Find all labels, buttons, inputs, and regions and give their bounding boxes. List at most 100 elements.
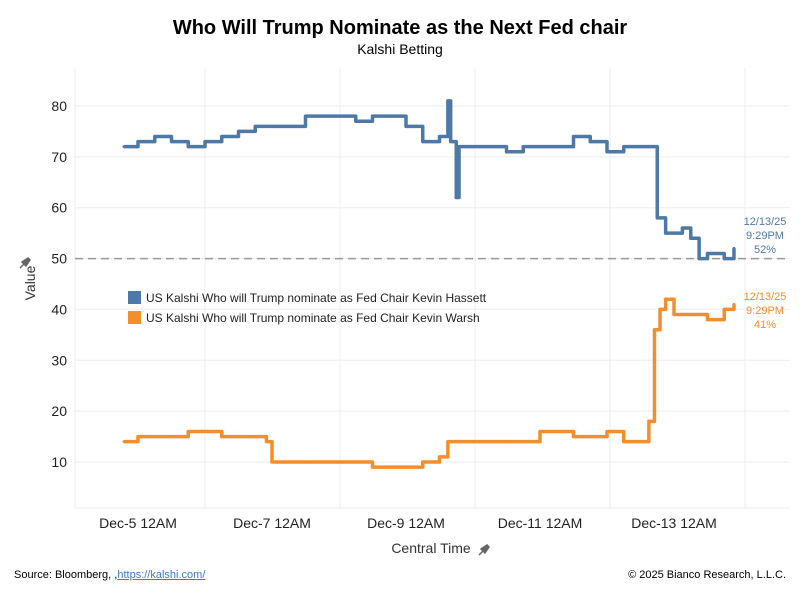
data-point [605,150,609,154]
data-point [438,135,441,139]
data-point [505,150,508,154]
data-point [622,145,626,149]
legend-swatch [128,291,141,304]
y-tick-label: 60 [51,200,67,216]
x-tick-label: Dec-5 12AM [99,515,177,531]
end-label-value: 52% [754,244,776,256]
data-point [572,135,575,139]
series-line-hassett [124,99,736,261]
data-point [122,440,126,444]
data-point [658,307,662,311]
data-point [457,145,461,149]
chart-subtitle: Kalshi Betting [357,41,443,57]
data-point [438,455,441,459]
data-point [387,114,391,118]
data-point [488,145,492,149]
data-point [237,129,240,133]
data-point [605,429,609,433]
source-note: Source: Bloomberg, ,https://kalshi.com/ [14,569,205,581]
data-point [404,124,408,128]
data-point [186,429,190,433]
end-label-time: 9:29PM [746,230,784,242]
data-point [170,140,173,144]
data-point [471,145,475,149]
data-point [689,236,693,240]
y-tick-label: 10 [51,454,67,470]
data-point [647,145,651,149]
data-point [404,465,408,469]
data-point [186,145,190,149]
chart-title: Who Will Trump Nominate as the Next Fed … [172,17,628,39]
data-point [153,135,157,139]
data-point [471,440,475,444]
y-tick-label: 40 [51,301,67,317]
data-point [722,307,726,311]
end-label-date: 12/13/25 [744,291,787,303]
data-point [203,429,207,433]
data-point [639,440,642,444]
data-point [122,145,126,149]
end-label-date: 12/13/25 [744,216,787,228]
data-point [371,114,374,118]
data-point [220,135,224,139]
end-label-time: 9:29PM [746,305,784,317]
y-tick-label: 50 [51,251,67,267]
y-tick-label: 30 [51,352,67,368]
data-point [421,460,425,464]
data-point [320,114,324,118]
y-axis-label: Value [22,265,38,300]
data-point [706,251,709,255]
data-point [253,124,257,128]
y-tick-label: 80 [51,98,67,114]
data-point [220,435,224,439]
data-point [287,124,291,128]
source-link[interactable]: https://kalshi.com/ [117,569,206,581]
legend-label: US Kalshi Who will Trump nominate as Fed… [146,291,487,305]
data-point [664,297,668,301]
data-point [588,140,592,144]
data-point [647,419,651,423]
data-point [270,460,274,464]
data-point [680,226,684,230]
data-point [337,460,341,464]
copyright: © 2025 Bianco Research, L.L.C. [628,569,786,581]
y-tick-label: 70 [51,149,67,165]
data-point [732,302,736,306]
x-tick-label: Dec-9 12AM [367,515,445,531]
data-point [732,246,736,250]
data-point [652,328,656,332]
x-tick-label: Dec-7 12AM [233,515,311,531]
data-point [538,429,542,433]
data-point [639,145,642,149]
x-axis-label: Central Time [391,540,471,556]
y-axis-pin-icon[interactable] [19,257,31,269]
data-point [672,231,676,235]
data-point [722,257,726,261]
data-point [555,429,559,433]
data-point [521,145,525,149]
data-point [136,435,140,439]
data-point [454,196,458,200]
data-point [706,318,709,322]
end-label-value: 41% [754,319,776,331]
data-point [697,257,701,261]
data-point [588,435,592,439]
data-point [203,140,207,144]
legend-label: US Kalshi Who will Trump nominate as Fed… [146,311,480,325]
data-point [505,440,508,444]
data-point [354,119,358,123]
x-tick-label: Dec-13 12AM [631,515,717,531]
data-point [538,145,542,149]
data-point [253,435,257,439]
data-point [689,313,693,317]
data-point [446,99,450,103]
data-point [622,440,626,444]
x-axis-pin-icon[interactable] [478,544,490,556]
data-point [421,140,425,144]
data-point [672,313,676,317]
data-point [270,124,274,128]
data-point [136,140,140,144]
y-tick-label: 20 [51,403,67,419]
